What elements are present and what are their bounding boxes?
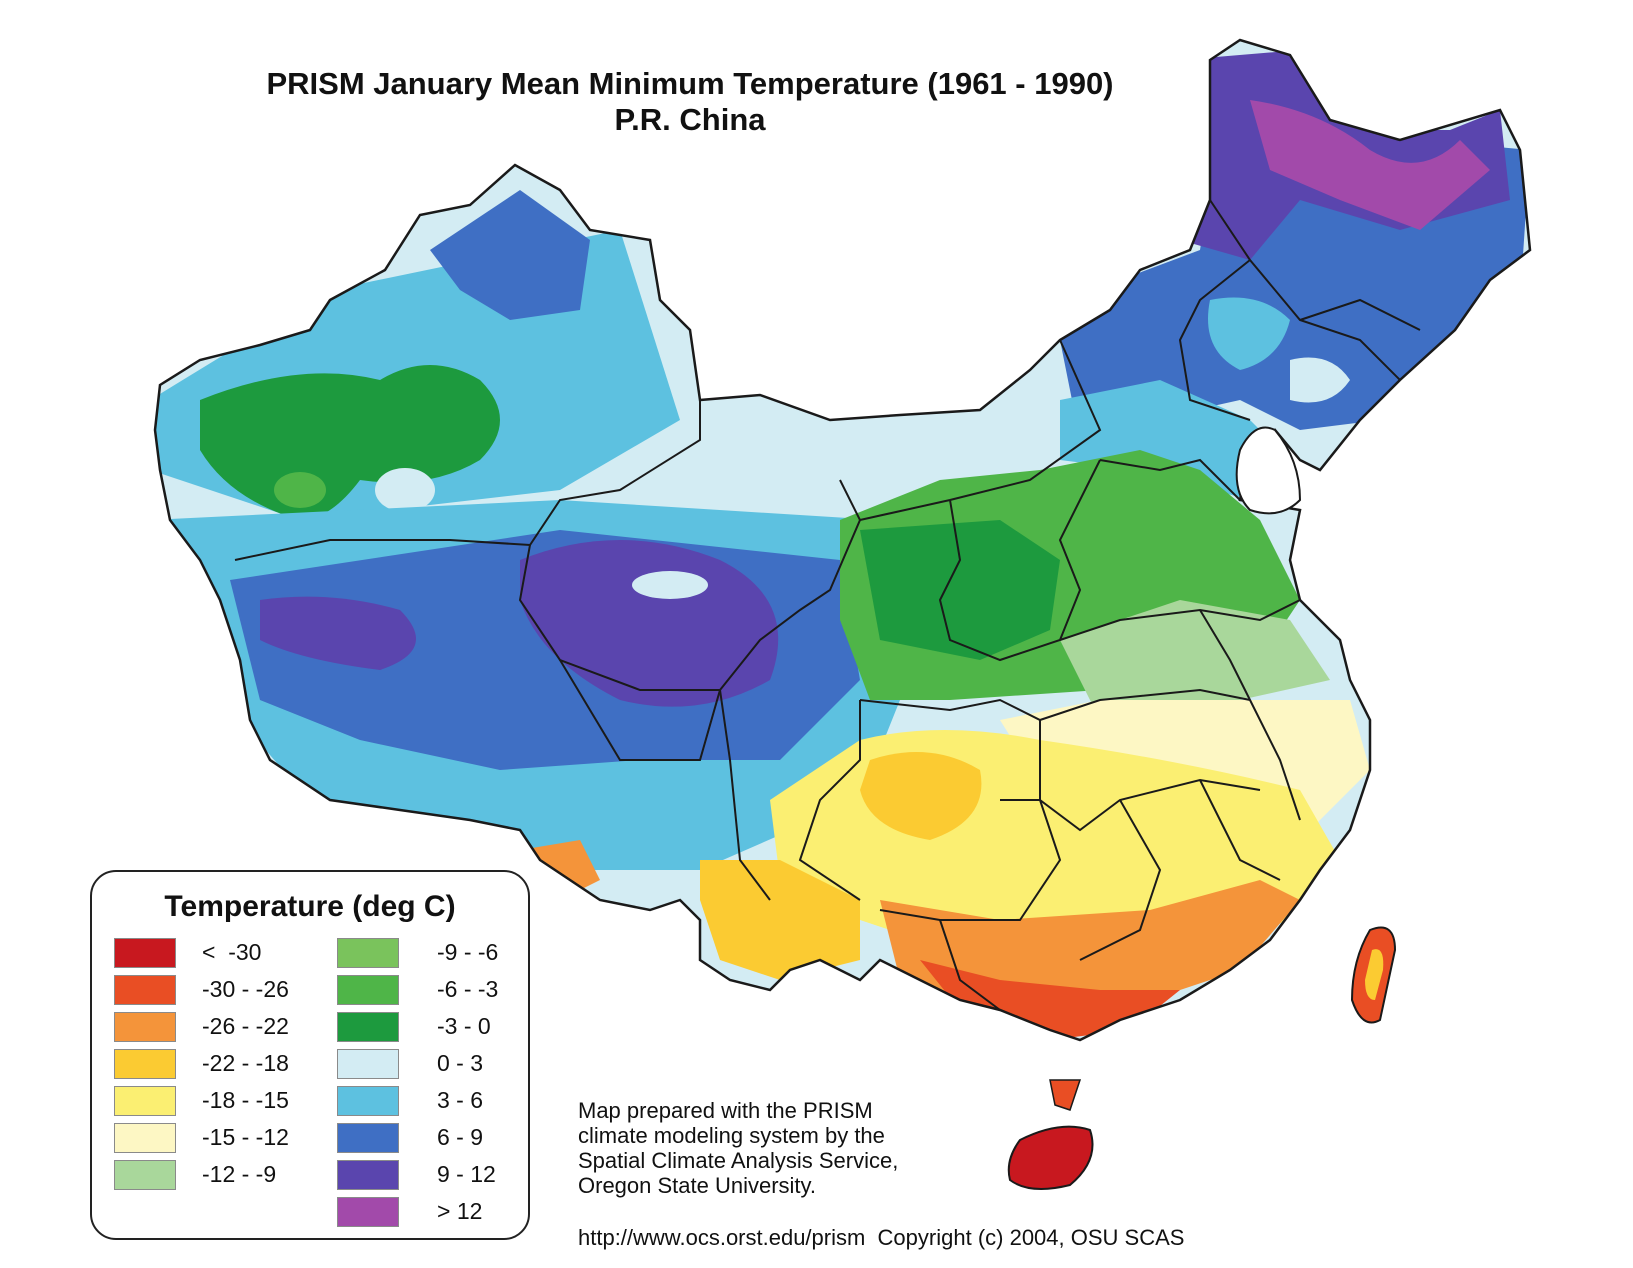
legend-swatch <box>114 1049 176 1079</box>
legend-swatch <box>337 1049 399 1079</box>
title-line-2: P.R. China <box>614 102 766 137</box>
legend-range-label: 3 - 6 <box>437 1087 484 1113</box>
title-line-1: PRISM January Mean Minimum Temperature (… <box>266 66 1114 101</box>
hainan <box>1007 1125 1094 1190</box>
credit-line-4: Oregon State University. <box>578 1173 817 1198</box>
legend-range-label: -9 - -6 <box>437 939 499 965</box>
map-title: PRISM January Mean Minimum Temperature (… <box>0 66 1380 138</box>
legend-title: Temperature (deg C) <box>164 890 456 923</box>
legend-item: -15 - -12 <box>114 1119 314 1156</box>
legend-range-label: 9 - 12 <box>437 1161 496 1187</box>
map-credit: Map prepared with the PRISM climate mode… <box>578 1098 898 1198</box>
legend-item: > 12 <box>337 1193 537 1230</box>
legend-column-1: < -30 -30 - -26 -26 - -22 -22 - -18 -18 - -1… <box>114 934 314 1193</box>
legend-swatch <box>337 975 399 1005</box>
legend-range-label: -3 - 0 <box>437 1013 491 1039</box>
legend-range-label: 6 - 9 <box>437 1124 484 1150</box>
legend-item: -30 - -26 <box>114 971 314 1008</box>
credit-line-2: climate modeling system by the <box>578 1123 885 1148</box>
legend-range-label: -15 - -12 <box>202 1124 289 1150</box>
legend-swatch <box>337 1160 399 1190</box>
legend-swatch <box>337 1123 399 1153</box>
legend-range-label: -26 - -22 <box>202 1013 289 1039</box>
temperature-legend: Temperature (deg C) < -30 -30 - -26 -26 - … <box>90 870 530 1240</box>
legend-item: -9 - -6 <box>337 934 537 971</box>
legend-range-label: -22 - -18 <box>202 1050 289 1076</box>
leizhou-peninsula <box>1049 1079 1082 1111</box>
legend-item: -18 - -15 <box>114 1082 314 1119</box>
legend-item: 6 - 9 <box>337 1119 537 1156</box>
legend-swatch <box>114 1123 176 1153</box>
legend-range-label: 0 - 3 <box>437 1050 484 1076</box>
legend-swatch <box>337 1197 399 1227</box>
credit-line-1: Map prepared with the PRISM <box>578 1098 873 1123</box>
taiwan-core <box>1365 949 1384 1000</box>
legend-range-label: -6 - -3 <box>437 976 499 1002</box>
legend-swatch <box>114 938 176 968</box>
legend-item: -12 - -9 <box>114 1156 314 1193</box>
legend-item: < -30 <box>114 934 314 971</box>
legend-swatch <box>114 1160 176 1190</box>
legend-item: 0 - 3 <box>337 1045 537 1082</box>
legend-column-2: -9 - -6 -6 - -3 -3 - 0 0 - 3 3 - 6 6 - 9 9 - 1… <box>337 934 537 1230</box>
legend-swatch <box>337 1012 399 1042</box>
legend-range-label: > 12 <box>437 1198 483 1224</box>
legend-swatch <box>114 1012 176 1042</box>
legend-swatch <box>337 938 399 968</box>
credit-line-3: Spatial Climate Analysis Service, <box>578 1148 899 1173</box>
legend-swatch <box>114 975 176 1005</box>
legend-item: -3 - 0 <box>337 1008 537 1045</box>
legend-range-label: -30 - -26 <box>202 976 289 1002</box>
legend-range-label: < -30 <box>202 939 262 965</box>
legend-item: -26 - -22 <box>114 1008 314 1045</box>
legend-item: -6 - -3 <box>337 971 537 1008</box>
bohai-sea <box>1235 426 1302 515</box>
legend-item: 9 - 12 <box>337 1156 537 1193</box>
legend-swatch <box>337 1086 399 1116</box>
legend-range-label: -18 - -15 <box>202 1087 289 1113</box>
footer-copyright: http://www.ocs.orst.edu/prism Copyright … <box>578 1225 1185 1250</box>
legend-item: -22 - -18 <box>114 1045 314 1082</box>
legend-item: 3 - 6 <box>337 1082 537 1119</box>
province-borders <box>153 38 1532 1042</box>
legend-range-label: -12 - -9 <box>202 1161 277 1187</box>
legend-swatch <box>114 1086 176 1116</box>
